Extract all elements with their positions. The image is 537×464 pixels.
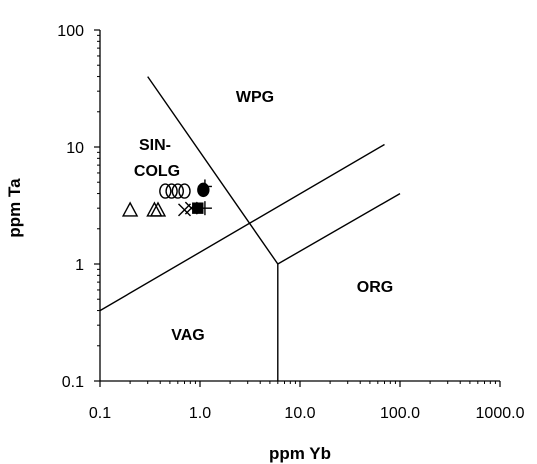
point-circle-filled bbox=[197, 182, 210, 198]
y-tick-label: 10 bbox=[66, 140, 84, 157]
field-label-org: ORG bbox=[357, 279, 393, 296]
field-labels: WPG SIN- COLG ORG VAG bbox=[134, 89, 393, 344]
minor-ticks bbox=[97, 34, 496, 384]
boundary-line-1 bbox=[147, 76, 279, 381]
point-circle-open bbox=[159, 183, 172, 199]
x-tick-label: 100.0 bbox=[380, 405, 420, 422]
point-circle-open bbox=[178, 183, 191, 199]
field-label-wpg: WPG bbox=[236, 89, 274, 106]
y-tick-labels: 0.1 1 10 100 bbox=[57, 23, 84, 391]
point-plus bbox=[197, 201, 212, 216]
y-tick-label: 0.1 bbox=[62, 374, 84, 391]
x-tick-label: 0.1 bbox=[89, 405, 111, 422]
y-tick-label: 1 bbox=[75, 257, 84, 274]
x-tick-label: 1.0 bbox=[189, 405, 211, 422]
point-circle-open bbox=[165, 183, 178, 199]
y-tick-label: 100 bbox=[57, 23, 84, 40]
point-circle-open bbox=[171, 183, 185, 199]
field-label-syn-colg-line1: SIN- bbox=[139, 137, 171, 154]
x-tick-label: 10.0 bbox=[284, 405, 315, 422]
field-label-vag: VAG bbox=[171, 327, 204, 344]
x-axis-title: ppm Yb bbox=[269, 444, 331, 463]
field-boundaries bbox=[99, 76, 401, 381]
x-tick-labels: 0.1 1.0 10.0 100.0 1000.0 bbox=[89, 405, 525, 422]
point-plus bbox=[197, 179, 212, 194]
y-axis-title: ppm Ta bbox=[5, 178, 24, 238]
point-triangle bbox=[149, 201, 167, 217]
boundary-line-3 bbox=[277, 192, 401, 265]
x-tick-label: 1000.0 bbox=[476, 405, 525, 422]
point-triangle bbox=[121, 201, 139, 217]
boundary-line-2 bbox=[99, 143, 385, 312]
data-points bbox=[121, 179, 212, 217]
major-ticks bbox=[94, 29, 501, 387]
field-label-syn-colg-line2: COLG bbox=[134, 163, 180, 180]
